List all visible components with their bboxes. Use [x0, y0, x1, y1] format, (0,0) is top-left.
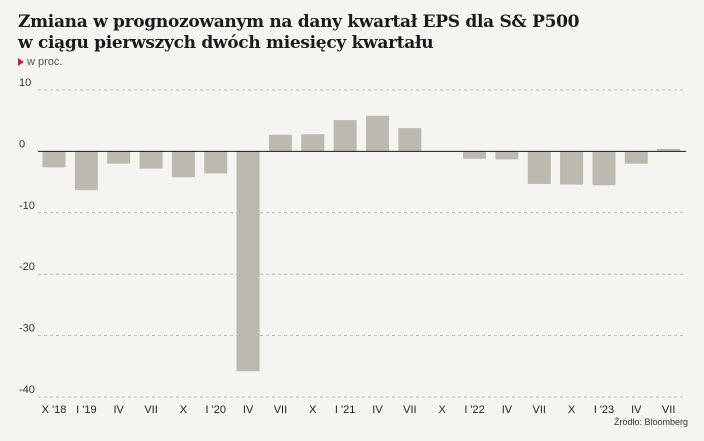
title-line-1: Zmiana w prognozowanym na dany kwartał E… [18, 12, 580, 32]
bar [139, 151, 163, 169]
x-tick-label: VII [533, 404, 546, 416]
bar [657, 148, 681, 152]
bar [236, 151, 260, 372]
bar [624, 151, 648, 164]
x-tick-label: I '19 [76, 404, 96, 416]
y-tick-label: -30 [19, 323, 35, 335]
unit-label: w proc. [18, 56, 62, 68]
y-tick-label: -10 [19, 200, 35, 212]
y-tick-label: 10 [19, 77, 31, 89]
bar [527, 151, 551, 184]
x-axis-tick-labels: X '18 I '19 IV VII X I '20 IV VII X I '21 IV VII X I … [42, 404, 676, 416]
bar [301, 134, 325, 152]
bar [398, 128, 422, 152]
x-tick-label: VII [274, 404, 287, 416]
bar [107, 151, 131, 164]
bar [495, 151, 519, 160]
y-axis-tick-labels: 10 0 -10 -20 -30 -40 [19, 77, 35, 396]
x-tick-label: I '22 [464, 404, 484, 416]
y-tick-label: -20 [19, 261, 35, 273]
x-tick-label: X [180, 404, 188, 416]
source-note: Źródło: Bloomberg [613, 417, 688, 427]
y-tick-label: -40 [19, 384, 35, 396]
bar [366, 115, 389, 152]
x-tick-label: I '21 [335, 404, 355, 416]
x-tick-label: VII [403, 404, 416, 416]
x-tick-label: VII [662, 404, 675, 416]
x-tick-label: X [439, 404, 447, 416]
chart-title: Zmiana w prognozowanym na dany kwartał E… [18, 12, 678, 54]
red-triangle-icon [18, 58, 24, 66]
x-tick-label: X '18 [42, 404, 67, 416]
bar [592, 151, 616, 186]
bar [171, 151, 195, 178]
x-tick-label: I '20 [206, 404, 226, 416]
bar [333, 120, 357, 152]
x-tick-label: IV [113, 404, 124, 416]
title-line-2: w ciągu pierwszych dwóch miesięcy kwarta… [18, 33, 434, 53]
x-tick-label: X [309, 404, 317, 416]
unit-text: w proc. [27, 56, 63, 68]
x-tick-label: IV [372, 404, 383, 416]
x-tick-label: I '23 [594, 404, 614, 416]
x-tick-label: X [568, 404, 576, 416]
y-tick-label: 0 [19, 138, 25, 150]
bar [74, 151, 98, 191]
bar [204, 151, 228, 174]
x-tick-label: IV [243, 404, 254, 416]
x-tick-label: IV [502, 404, 513, 416]
bar [560, 151, 584, 185]
x-tick-label: IV [631, 404, 642, 416]
x-tick-label: VII [144, 404, 157, 416]
bar [463, 151, 487, 159]
bars [42, 115, 681, 372]
bar [42, 151, 66, 168]
grid-lines [38, 89, 686, 398]
bar [268, 134, 292, 152]
